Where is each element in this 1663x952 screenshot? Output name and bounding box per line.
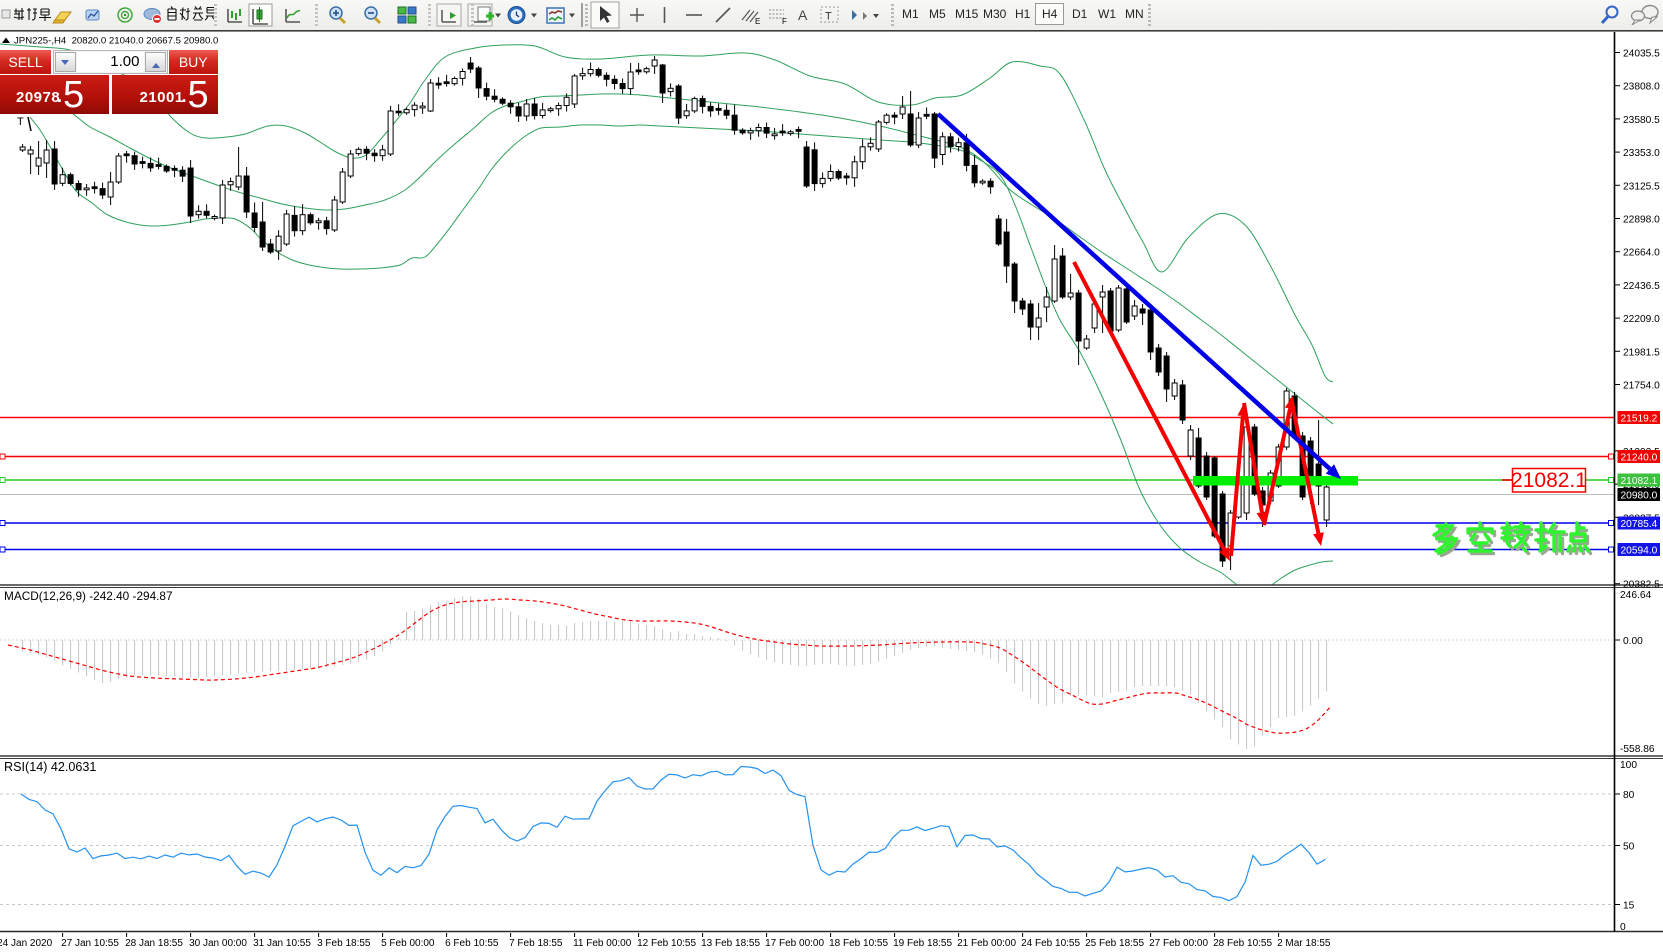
- svg-text:27 Jan 10:55: 27 Jan 10:55: [61, 938, 119, 949]
- svg-text:21240.0: 21240.0: [1621, 452, 1658, 463]
- svg-text:23808.0: 23808.0: [1623, 82, 1660, 93]
- svg-text:15: 15: [1623, 901, 1635, 912]
- svg-text:-558.86: -558.86: [1620, 744, 1655, 755]
- svg-text:0.00: 0.00: [1623, 636, 1643, 647]
- svg-text:23125.5: 23125.5: [1623, 181, 1660, 192]
- svg-text:28 Feb 10:55: 28 Feb 10:55: [1213, 938, 1272, 949]
- svg-text:28 Jan 18:55: 28 Jan 18:55: [125, 938, 183, 949]
- svg-text:A: A: [798, 7, 808, 23]
- svg-text:22664.0: 22664.0: [1623, 248, 1660, 259]
- svg-text:21 Feb 00:00: 21 Feb 00:00: [957, 938, 1016, 949]
- svg-text:RSI(14) 42.0631: RSI(14) 42.0631: [4, 760, 96, 774]
- svg-text:F: F: [782, 17, 787, 26]
- svg-text:7 Feb 18:55: 7 Feb 18:55: [509, 938, 563, 949]
- svg-text:30 Jan 00:00: 30 Jan 00:00: [189, 938, 247, 949]
- svg-text:24 Feb 10:55: 24 Feb 10:55: [1021, 938, 1080, 949]
- svg-text:24 Jan 2020: 24 Jan 2020: [0, 938, 53, 949]
- svg-text:13 Feb 18:55: 13 Feb 18:55: [701, 938, 760, 949]
- svg-text:6 Feb 10:55: 6 Feb 10:55: [445, 938, 499, 949]
- svg-text:20785.4: 20785.4: [1621, 519, 1658, 530]
- svg-text:24035.5: 24035.5: [1623, 49, 1660, 60]
- svg-text:22209.0: 22209.0: [1623, 314, 1660, 325]
- svg-text:25 Feb 18:55: 25 Feb 18:55: [1085, 938, 1144, 949]
- svg-text:21082.1: 21082.1: [1511, 469, 1587, 492]
- svg-text:50: 50: [1623, 842, 1635, 853]
- svg-text:21519.2: 21519.2: [1621, 413, 1658, 424]
- svg-text:11 Feb 00:00: 11 Feb 00:00: [573, 938, 632, 949]
- svg-text:MACD(12,26,9) -242.40 -294.87: MACD(12,26,9) -242.40 -294.87: [4, 589, 173, 603]
- svg-text:22898.0: 22898.0: [1623, 215, 1660, 226]
- svg-text:E: E: [755, 17, 760, 26]
- svg-text:19 Feb 18:55: 19 Feb 18:55: [893, 938, 952, 949]
- svg-text:21981.5: 21981.5: [1623, 347, 1660, 358]
- svg-text:0: 0: [1620, 922, 1626, 933]
- svg-text:5 Feb 00:00: 5 Feb 00:00: [381, 938, 435, 949]
- svg-text:21082.1: 21082.1: [1621, 476, 1658, 487]
- svg-text:JPN225-,H4 20820.0 21040.0 20: JPN225-,H4 20820.0 21040.0 20667.5 20980…: [14, 36, 218, 47]
- svg-text:17 Feb 00:00: 17 Feb 00:00: [765, 938, 824, 949]
- svg-text:20980.0: 20980.0: [1621, 490, 1658, 501]
- svg-text:23580.5: 23580.5: [1623, 115, 1660, 126]
- svg-text:T: T: [17, 116, 24, 128]
- svg-text:21754.0: 21754.0: [1623, 381, 1660, 392]
- svg-text:20594.0: 20594.0: [1621, 545, 1658, 556]
- svg-text:80: 80: [1623, 790, 1635, 801]
- svg-text:246.64: 246.64: [1620, 590, 1651, 601]
- svg-text:T: T: [825, 11, 832, 23]
- svg-text:100: 100: [1620, 760, 1637, 771]
- svg-text:2 Mar 18:55: 2 Mar 18:55: [1277, 938, 1331, 949]
- svg-text:20382.5: 20382.5: [1623, 580, 1660, 591]
- svg-text:3 Feb 18:55: 3 Feb 18:55: [317, 938, 371, 949]
- svg-text:23353.0: 23353.0: [1623, 148, 1660, 159]
- svg-text:18 Feb 10:55: 18 Feb 10:55: [829, 938, 888, 949]
- svg-text:12 Feb 10:55: 12 Feb 10:55: [637, 938, 696, 949]
- svg-text:31 Jan 10:55: 31 Jan 10:55: [253, 938, 311, 949]
- svg-text:22436.5: 22436.5: [1623, 281, 1660, 292]
- svg-text:27 Feb 00:00: 27 Feb 00:00: [1149, 938, 1208, 949]
